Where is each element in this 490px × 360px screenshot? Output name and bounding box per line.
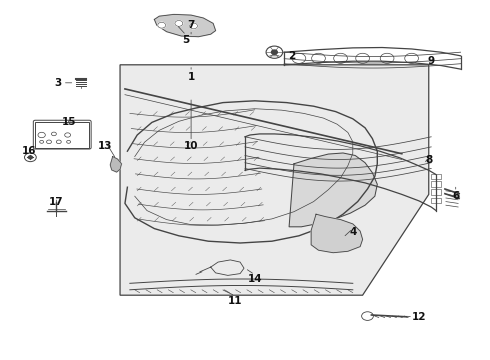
Text: 11: 11 — [228, 296, 243, 306]
Circle shape — [158, 22, 166, 28]
Text: 14: 14 — [247, 274, 262, 284]
Text: 5: 5 — [183, 35, 190, 45]
Text: 13: 13 — [98, 141, 113, 151]
Bar — [431, 174, 441, 179]
Text: 16: 16 — [22, 146, 37, 156]
Polygon shape — [311, 214, 363, 253]
Text: 10: 10 — [184, 141, 198, 151]
Text: 8: 8 — [425, 155, 432, 165]
Bar — [431, 189, 441, 195]
Text: 12: 12 — [412, 312, 426, 322]
Text: 9: 9 — [428, 56, 435, 66]
Text: 4: 4 — [349, 227, 357, 237]
Polygon shape — [154, 14, 216, 37]
Circle shape — [28, 156, 32, 159]
Text: 2: 2 — [288, 51, 295, 61]
Polygon shape — [120, 65, 429, 295]
Polygon shape — [289, 153, 377, 227]
Circle shape — [175, 21, 183, 26]
Polygon shape — [110, 157, 122, 172]
Text: 6: 6 — [452, 191, 459, 201]
Bar — [35, 122, 89, 148]
Bar — [431, 198, 441, 203]
Text: 7: 7 — [187, 20, 195, 30]
Text: 17: 17 — [49, 197, 64, 207]
Circle shape — [271, 50, 277, 54]
Text: 3: 3 — [54, 78, 61, 88]
Bar — [431, 181, 441, 187]
Text: 15: 15 — [61, 117, 76, 127]
Circle shape — [190, 23, 197, 29]
Text: 1: 1 — [188, 72, 195, 82]
